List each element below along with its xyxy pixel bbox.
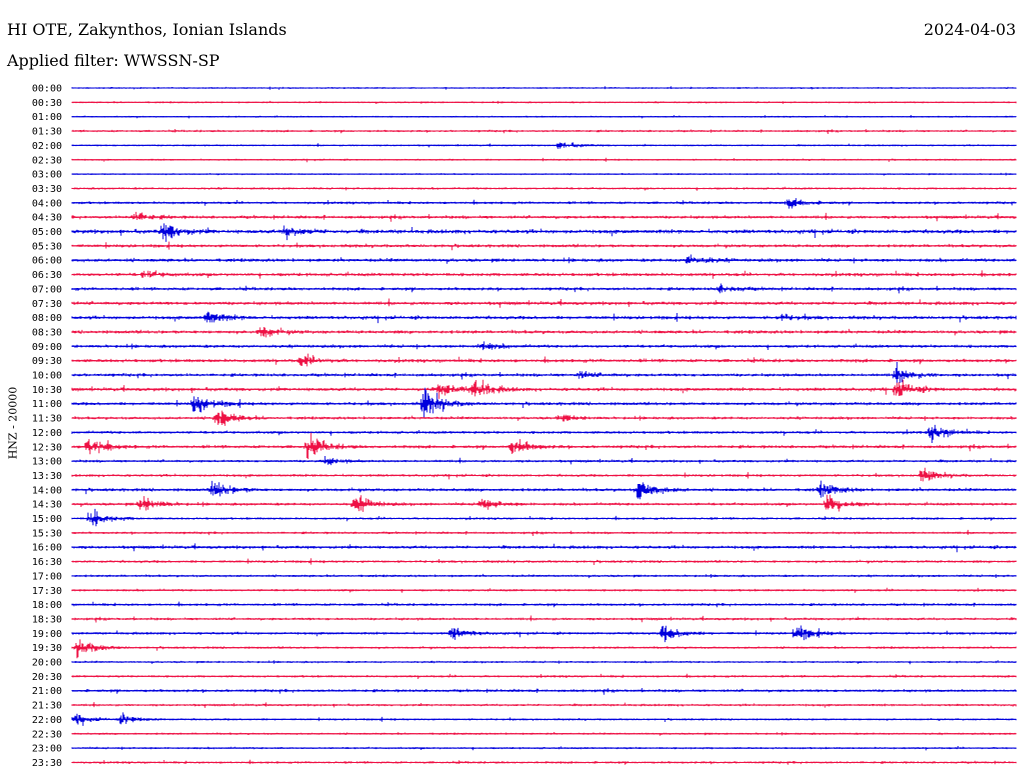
row-label: 15:00: [32, 514, 62, 525]
row-label: 04:00: [32, 198, 62, 209]
trace-row-1600: [71, 543, 1017, 553]
row-label: 17:00: [32, 571, 62, 582]
filter-label: Applied filter: WWSSN-SP: [7, 51, 220, 70]
row-label: 08:00: [32, 313, 62, 324]
trace-row-1200: [71, 424, 1017, 443]
row-label: 07:30: [32, 299, 62, 310]
trace-row-1430: [71, 494, 1017, 512]
row-label: 07:00: [32, 284, 62, 295]
row-label: 13:00: [32, 457, 62, 468]
row-label: 06:00: [32, 256, 62, 267]
row-label: 15:30: [32, 528, 62, 539]
row-label: 22:30: [32, 729, 62, 740]
row-label: 10:00: [32, 371, 62, 382]
row-label: 04:30: [32, 213, 62, 224]
trace-row-2100: [71, 688, 1017, 695]
row-label: 23:30: [32, 758, 62, 769]
trace-row-0900: [71, 341, 1017, 351]
row-label: 20:00: [32, 658, 62, 669]
row-label: 00:00: [32, 84, 62, 95]
row-label: 09:30: [32, 356, 62, 367]
row-label: 19:00: [32, 629, 62, 640]
row-time-labels: 00:00 00:30 01:00 01:30 02:00 02:30 03:00 03:30…: [32, 84, 62, 769]
row-label: 14:00: [32, 485, 62, 496]
row-label: 05:30: [32, 241, 62, 252]
row-label: 16:00: [32, 543, 62, 554]
row-label: 13:30: [32, 471, 62, 482]
trace-row-1300: [71, 456, 1017, 466]
trace-row-0930: [71, 353, 1017, 367]
row-label: 02:30: [32, 155, 62, 166]
row-label: 02:00: [32, 141, 62, 152]
row-label: 18:00: [32, 600, 62, 611]
row-label: 19:30: [32, 643, 62, 654]
trace-row-0600: [71, 254, 1017, 264]
row-label: 00:30: [32, 98, 62, 109]
row-label: 09:00: [32, 342, 62, 353]
row-label: 20:30: [32, 672, 62, 683]
trace-row-0500: [71, 223, 1017, 242]
row-label: 01:00: [32, 112, 62, 123]
row-label: 21:30: [32, 701, 62, 712]
row-label: 03:30: [32, 184, 62, 195]
row-label: 03:00: [32, 170, 62, 181]
seismogram-traces: [71, 86, 1017, 765]
row-label: 12:00: [32, 428, 62, 439]
row-label: 01:30: [32, 127, 62, 138]
row-label: 06:30: [32, 270, 62, 281]
trace-row-1500: [71, 508, 1017, 527]
trace-row-1230: [71, 432, 1017, 459]
row-label: 16:30: [32, 557, 62, 568]
row-label: 23:00: [32, 744, 62, 755]
date-label: 2024-04-03: [923, 20, 1016, 39]
row-label: 22:00: [32, 715, 62, 726]
row-label: 11:30: [32, 414, 62, 425]
trace-row-1930: [71, 639, 1017, 659]
row-label: 11:00: [32, 399, 62, 410]
row-label: 05:00: [32, 227, 62, 238]
row-label: 21:00: [32, 686, 62, 697]
trace-row-1330: [71, 467, 1017, 482]
row-label: 17:30: [32, 586, 62, 597]
trace-row-1000: [71, 362, 1017, 384]
trace-row-0400: [71, 198, 1017, 209]
trace-row-1100: [71, 387, 1017, 418]
station-title: HI OTE, Zakynthos, Ionian Islands: [7, 20, 287, 39]
row-label: 08:30: [32, 327, 62, 338]
row-label: 12:30: [32, 442, 62, 453]
row-label: 10:30: [32, 385, 62, 396]
row-label: 18:30: [32, 614, 62, 625]
row-label: 14:30: [32, 500, 62, 511]
